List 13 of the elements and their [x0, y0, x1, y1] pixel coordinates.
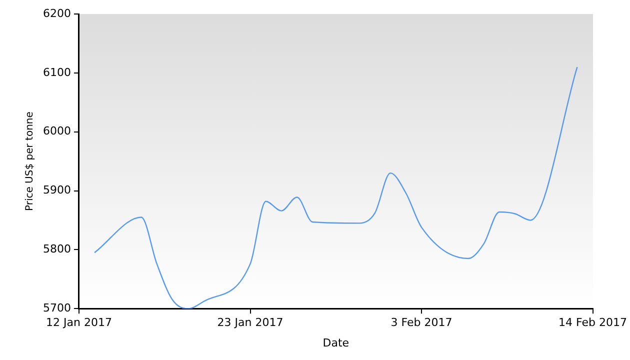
x-tick-label: 23 Jan 2017	[217, 316, 284, 330]
y-tick-label: 6100	[42, 66, 71, 79]
y-axis-title: Price US$ per tonne	[24, 112, 36, 212]
y-tick-label: 5800	[42, 242, 71, 256]
y-tick-label: 6200	[42, 6, 71, 20]
x-tick-label: 14 Feb 2017	[558, 316, 628, 330]
y-tick-label: 5900	[42, 184, 71, 197]
y-tick-label: 5700	[42, 301, 71, 314]
x-axis-title: Date	[322, 336, 350, 350]
line-series	[94, 66, 578, 309]
y-tick-label: 6000	[42, 124, 71, 138]
x-tick-label: 12 Jan 2017	[46, 316, 112, 330]
x-tick-label: 3 Feb 2017	[390, 316, 452, 330]
